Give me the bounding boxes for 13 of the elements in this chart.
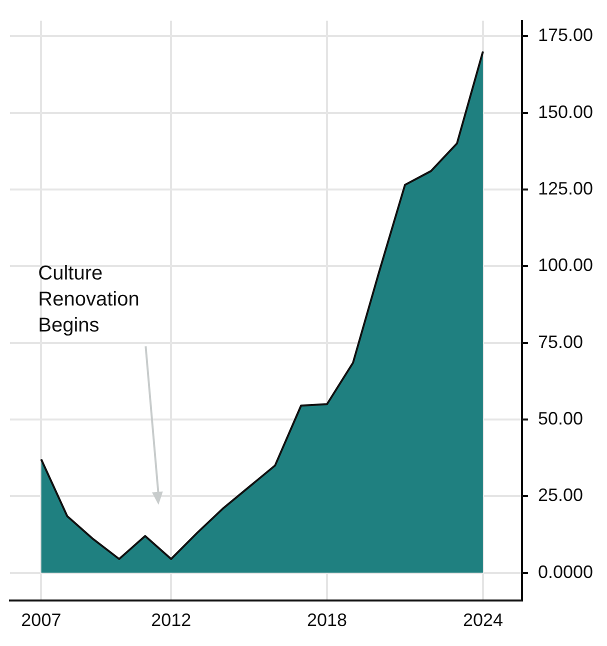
- x-tick-label: 2012: [151, 610, 192, 630]
- annotation: Culture Renovation Begins: [38, 262, 140, 337]
- y-tick-label: 150.00: [538, 102, 594, 122]
- x-tick-label: 2024: [462, 610, 503, 630]
- y-tick-label: 50.00: [538, 408, 583, 428]
- y-tick-label: 175.00: [538, 25, 594, 46]
- y-tick-label: 25.00: [538, 485, 583, 506]
- y-tick-label: 100.00: [538, 255, 594, 276]
- x-tick-label: 2007: [21, 610, 62, 630]
- y-tick-label: 75.00: [538, 332, 583, 352]
- x-tick-label: 2018: [307, 610, 348, 630]
- y-tick-label: 0.0000: [538, 562, 594, 582]
- y-tick-label: 125.00: [538, 178, 594, 198]
